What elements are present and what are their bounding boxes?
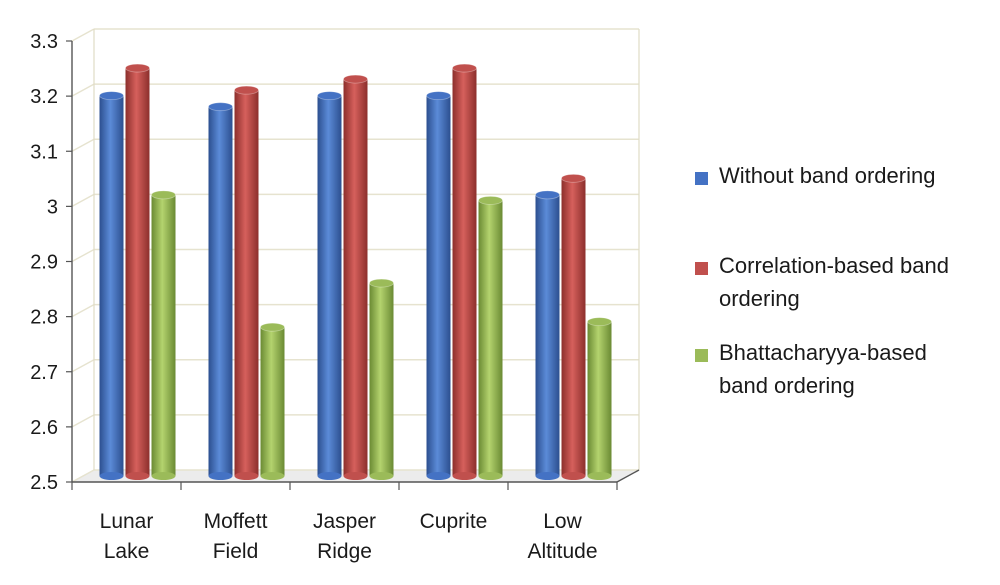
bar-base [587, 472, 612, 480]
bar-top [478, 195, 503, 205]
bar-base [535, 472, 560, 480]
gridline-side [71, 193, 95, 207]
x-tick-label: Moffett Field [204, 510, 268, 563]
bar-top [99, 91, 124, 101]
gridline-side [71, 414, 95, 428]
bar-body [535, 194, 560, 477]
bar [99, 91, 124, 480]
bar-top [208, 102, 233, 112]
y-tick-label: 2.9 [30, 252, 58, 274]
axes [66, 40, 640, 490]
bar-body [125, 68, 150, 476]
x-tick-label: Cuprite [420, 510, 488, 533]
bar-base [478, 472, 503, 480]
legend-label: Bhattacharyya-based band ordering [719, 340, 927, 398]
bar-body [478, 200, 503, 476]
bar-body [587, 321, 612, 476]
bar-body [99, 95, 124, 476]
legend-swatch [695, 172, 708, 185]
bar-top [151, 190, 176, 200]
bar [125, 63, 150, 480]
legend-item: Without band ordering [695, 163, 935, 188]
gridline-side [71, 304, 95, 318]
bar-body [234, 90, 259, 476]
bar-base [260, 472, 285, 480]
y-tick-label: 2.6 [30, 417, 58, 439]
bar-top [125, 63, 150, 73]
gridline-side [71, 248, 95, 263]
bar-body [260, 327, 285, 476]
y-tick-label: 2.5 [30, 472, 58, 494]
bar-body [369, 283, 394, 476]
bar-body [151, 194, 176, 477]
legend-label: Correlation-based band ordering [719, 253, 949, 311]
bar-base [343, 472, 368, 480]
bar-top [561, 173, 586, 183]
bar-top [587, 317, 612, 327]
gridline-side [71, 469, 95, 483]
bar-top [535, 190, 560, 200]
bar-base [426, 472, 451, 480]
legend-item: Correlation-based band ordering [695, 253, 949, 311]
bar-top [369, 278, 394, 288]
bar-base [125, 472, 150, 480]
bar [151, 190, 176, 480]
bar [587, 317, 612, 480]
bar [478, 195, 503, 480]
bar [561, 173, 586, 480]
x-tick-label: Low Altitude [527, 510, 597, 563]
bar-body [208, 106, 233, 476]
x-tick-labels: Lunar Lake Moffett Field Jasper Ridge Cuprite L… [100, 510, 598, 563]
bar-base [208, 472, 233, 480]
y-tick-label: 3.1 [30, 141, 58, 163]
bar-top [452, 63, 477, 73]
bar [426, 91, 451, 480]
legend: Without band ordering Correlation-based b… [695, 163, 949, 398]
y-tick-label: 3 [47, 196, 58, 218]
gridline-side [71, 138, 95, 152]
bar-base [151, 472, 176, 480]
bar-top [426, 91, 451, 101]
bar [452, 63, 477, 480]
y-tick-label: 2.8 [30, 307, 58, 329]
y-tick-label: 3.2 [30, 86, 58, 108]
y-tick-labels: 2.5 2.6 2.7 2.8 2.9 3 3.1 3.2 3.3 [30, 31, 58, 494]
gridline-side [71, 28, 95, 42]
legend-label: Without band ordering [719, 163, 935, 188]
gridline-side [71, 359, 95, 373]
bars [99, 63, 612, 480]
bar [260, 322, 285, 480]
bar-body [426, 95, 451, 476]
bar [535, 190, 560, 480]
bar-body [343, 79, 368, 476]
legend-item: Bhattacharyya-based band ordering [695, 340, 927, 398]
bar [343, 74, 368, 480]
floor-right-edge [616, 469, 640, 483]
bar-top [234, 85, 259, 95]
bar-base [369, 472, 394, 480]
bar [317, 91, 342, 480]
y-tick-label: 2.7 [30, 362, 58, 384]
legend-swatch [695, 349, 708, 362]
bar-base [99, 472, 124, 480]
gridline-side [71, 83, 95, 97]
bar-base [561, 472, 586, 480]
legend-swatch [695, 262, 708, 275]
bar-body [452, 68, 477, 476]
bar [208, 102, 233, 480]
x-tick-label: Jasper Ridge [313, 510, 376, 563]
bar-base [317, 472, 342, 480]
bar-body [317, 95, 342, 476]
bar-top [317, 91, 342, 101]
bar [234, 85, 259, 480]
x-tick-label: Lunar Lake [100, 510, 154, 563]
bar-base [234, 472, 259, 480]
bar-top [343, 74, 368, 84]
bar-body [561, 178, 586, 476]
bar [369, 278, 394, 480]
bar-top [260, 322, 285, 332]
y-tick-label: 3.3 [30, 31, 58, 53]
bar-base [452, 472, 477, 480]
